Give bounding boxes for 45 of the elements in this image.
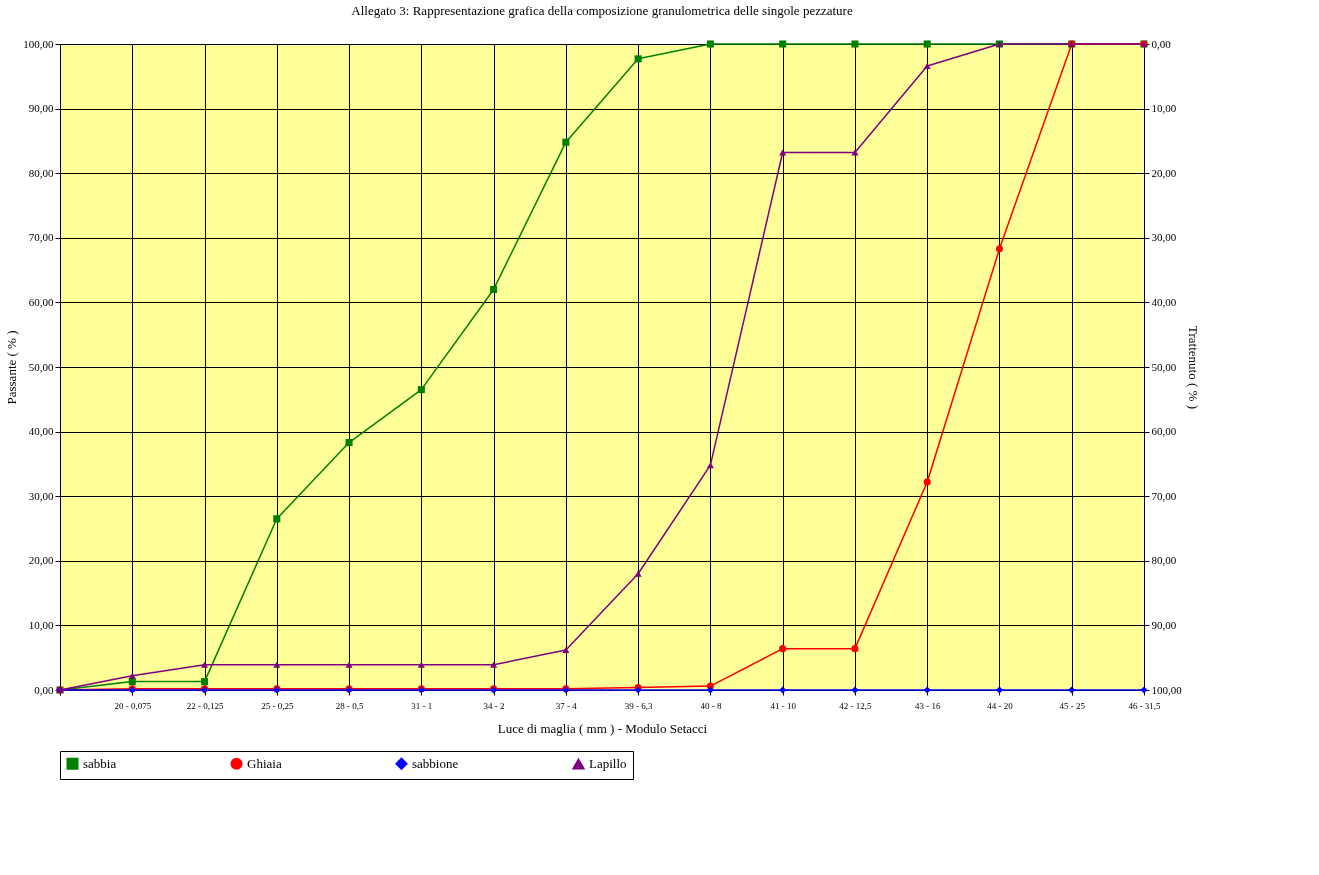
- x-tick-label: 37 - 4: [555, 700, 578, 711]
- y-tick-label: 80,00: [28, 166, 54, 179]
- y2-tick-label: 100,00: [1151, 683, 1183, 696]
- y2-tick-label: 80,00: [1151, 554, 1177, 567]
- x-tick-label: 42 - 12,5: [839, 700, 873, 711]
- x-tick-label: 28 - 0,5: [335, 700, 364, 711]
- y2-axis-title: Trattenuto ( % ): [1185, 326, 1201, 409]
- y2-tick-label: 50,00: [1151, 360, 1177, 373]
- y-tick-label: 30,00: [28, 489, 54, 502]
- y-tick-label: 0,00: [34, 683, 54, 696]
- y-tick-label: 50,00: [28, 360, 54, 373]
- x-tick-label: 39 - 6,3: [624, 700, 654, 711]
- x-tick-label: 43 - 16: [914, 700, 941, 711]
- y-axis-title: Passante ( % ): [4, 330, 20, 405]
- x-tick-label: 46 - 31,5: [1128, 700, 1162, 711]
- x-tick-label: 45 - 25: [1059, 700, 1086, 711]
- y2-tick-label: 20,00: [1151, 166, 1177, 179]
- x-tick-label: 25 - 0,25: [261, 700, 294, 711]
- x-tick-label: 34 - 2: [483, 700, 505, 711]
- x-tick-label: 40 - 8: [700, 700, 722, 711]
- legend-label: Ghiaia: [247, 755, 282, 771]
- y2-tick-label: 40,00: [1151, 295, 1177, 308]
- y-tick-label: 10,00: [28, 618, 54, 631]
- legend-label: sabbione: [412, 755, 459, 771]
- x-axis-title: Luce di maglia ( mm ) - Modulo Setacci: [497, 720, 708, 736]
- y2-tick-label: 60,00: [1151, 425, 1177, 438]
- x-tick-label: 41 - 10: [770, 700, 797, 711]
- y-tick-label: 60,00: [28, 295, 54, 308]
- x-tick-label: 20 - 0,075: [114, 700, 152, 711]
- legend-label: Lapillo: [589, 756, 627, 772]
- y-tick-label: 70,00: [28, 231, 54, 244]
- y2-tick-label: 90,00: [1151, 618, 1177, 631]
- y2-tick-label: 70,00: [1151, 489, 1177, 502]
- x-tick-label: 22 - 0,125: [186, 700, 224, 711]
- chart-title: Allegato 3: Rappresentazione grafica della composizione granulometrica delle singole pezzature: [351, 3, 853, 18]
- y-tick-label: 40,00: [28, 425, 54, 438]
- x-tick-label: 31 - 1: [411, 700, 433, 711]
- y-tick-label: 20,00: [28, 554, 54, 567]
- x-tick-label: 44 - 20: [987, 700, 1014, 711]
- legend-label: sabbia: [83, 755, 117, 771]
- y-tick-label: 90,00: [28, 102, 54, 115]
- y2-tick-label: 10,00: [1151, 102, 1177, 115]
- y-tick-label: 100,00: [23, 37, 54, 50]
- y2-tick-label: 0,00: [1151, 37, 1172, 50]
- y2-tick-label: 30,00: [1151, 231, 1177, 244]
